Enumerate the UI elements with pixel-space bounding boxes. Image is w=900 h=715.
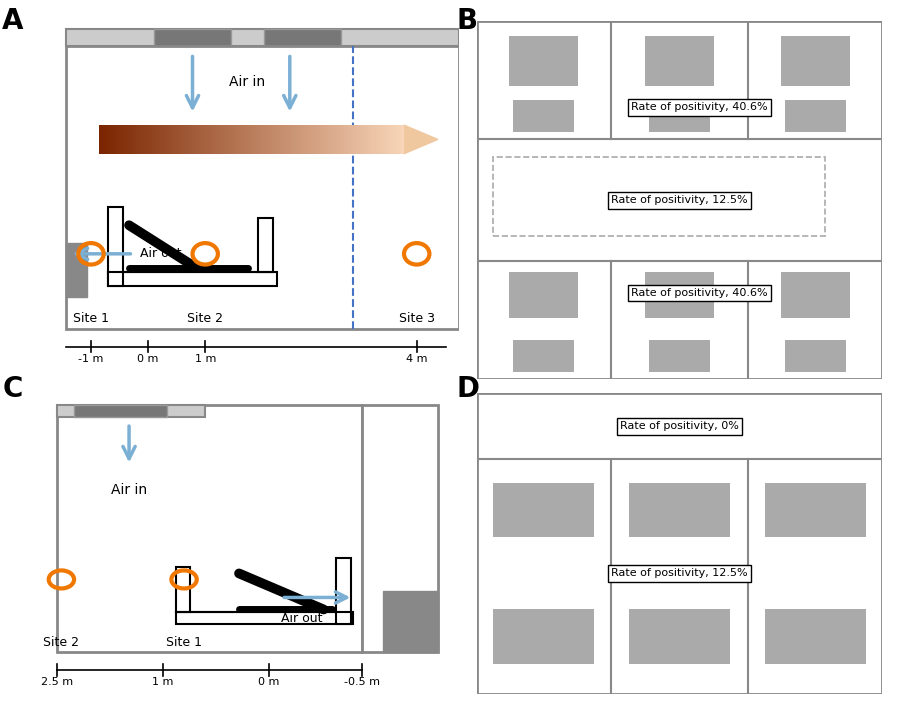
Bar	[629, 483, 730, 538]
Bar	[66, 29, 459, 46]
Bar	[649, 340, 710, 372]
Bar	[781, 272, 850, 318]
Text: 1 m: 1 m	[194, 354, 216, 364]
Bar	[382, 591, 437, 651]
Bar	[781, 36, 850, 86]
Bar	[155, 29, 230, 46]
Text: Site 2: Site 2	[187, 312, 223, 325]
Bar	[513, 340, 574, 372]
Text: Air in: Air in	[230, 75, 266, 89]
Bar	[785, 340, 846, 372]
Bar	[629, 609, 730, 664]
Bar	[645, 36, 714, 86]
Bar	[513, 100, 574, 132]
Bar	[258, 218, 273, 272]
Bar	[265, 29, 340, 46]
Bar	[362, 405, 437, 651]
Bar	[108, 272, 277, 286]
Bar	[493, 483, 595, 538]
Bar	[493, 609, 595, 664]
Bar	[176, 613, 353, 624]
Bar	[66, 46, 459, 329]
Text: D: D	[456, 375, 480, 403]
Bar	[649, 100, 710, 132]
Bar	[176, 568, 191, 613]
Text: Rate of positivity, 40.6%: Rate of positivity, 40.6%	[632, 102, 768, 112]
Bar	[337, 558, 351, 624]
Text: Site 1: Site 1	[73, 312, 109, 325]
Bar	[493, 157, 825, 236]
Text: -0.5 m: -0.5 m	[344, 677, 380, 687]
Text: Rate of positivity, 40.6%: Rate of positivity, 40.6%	[632, 288, 768, 298]
Text: B: B	[456, 7, 478, 35]
Bar	[58, 405, 205, 418]
Bar	[645, 272, 714, 318]
Text: Rate of positivity, 12.5%: Rate of positivity, 12.5%	[611, 195, 748, 205]
Text: 2.5 m: 2.5 m	[41, 677, 73, 687]
Polygon shape	[404, 125, 437, 154]
Text: Air in: Air in	[111, 483, 147, 498]
Text: Site 1: Site 1	[166, 636, 202, 649]
Bar	[509, 272, 578, 318]
Bar	[764, 609, 866, 664]
Bar	[66, 243, 86, 297]
Bar	[785, 100, 846, 132]
Text: C: C	[2, 375, 22, 403]
Text: Rate of positivity, 0%: Rate of positivity, 0%	[620, 421, 739, 431]
Text: 4 m: 4 m	[406, 354, 428, 364]
Bar	[74, 405, 167, 418]
Text: 1 m: 1 m	[152, 677, 174, 687]
Text: Air out: Air out	[282, 613, 323, 626]
Text: Site 2: Site 2	[43, 636, 79, 649]
Bar	[108, 207, 122, 286]
Text: -1 m: -1 m	[78, 354, 104, 364]
Text: A: A	[2, 7, 23, 35]
Text: Site 3: Site 3	[399, 312, 435, 325]
Text: Rate of positivity, 12.5%: Rate of positivity, 12.5%	[611, 568, 748, 578]
Bar	[58, 405, 362, 651]
Bar	[509, 36, 578, 86]
Text: 0 m: 0 m	[258, 677, 279, 687]
Bar	[764, 483, 866, 538]
Text: 0 m: 0 m	[138, 354, 158, 364]
Text: Air out: Air out	[140, 247, 181, 260]
